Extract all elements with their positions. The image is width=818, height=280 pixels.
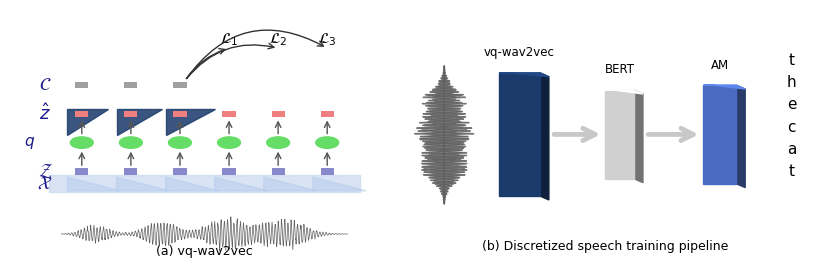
Polygon shape <box>67 177 121 191</box>
Polygon shape <box>214 177 268 191</box>
Text: $\mathcal{Z}$: $\mathcal{Z}$ <box>38 162 52 180</box>
Polygon shape <box>634 90 643 183</box>
FancyBboxPatch shape <box>124 82 137 88</box>
FancyBboxPatch shape <box>173 82 187 88</box>
FancyBboxPatch shape <box>222 168 236 175</box>
FancyBboxPatch shape <box>173 111 187 117</box>
Polygon shape <box>166 109 215 135</box>
FancyBboxPatch shape <box>173 168 187 175</box>
Polygon shape <box>540 73 549 200</box>
Circle shape <box>169 137 191 148</box>
FancyBboxPatch shape <box>124 111 137 117</box>
Polygon shape <box>117 177 170 191</box>
Circle shape <box>316 137 339 148</box>
Polygon shape <box>264 177 317 191</box>
FancyBboxPatch shape <box>321 168 334 175</box>
Circle shape <box>218 137 240 148</box>
Text: AM: AM <box>711 59 729 72</box>
Text: a: a <box>787 142 796 157</box>
Text: c: c <box>787 120 796 134</box>
Text: $\hat{z}$: $\hat{z}$ <box>39 104 51 124</box>
FancyBboxPatch shape <box>321 111 334 117</box>
Text: vq-wav2vec: vq-wav2vec <box>484 46 555 59</box>
Polygon shape <box>736 85 745 188</box>
Circle shape <box>267 137 290 148</box>
Circle shape <box>119 137 142 148</box>
Text: t: t <box>789 53 794 68</box>
Polygon shape <box>499 73 549 77</box>
Text: $\mathcal{L}_1$: $\mathcal{L}_1$ <box>220 32 238 48</box>
FancyBboxPatch shape <box>272 168 285 175</box>
Polygon shape <box>49 176 360 192</box>
Polygon shape <box>166 177 219 191</box>
FancyBboxPatch shape <box>222 111 236 117</box>
Polygon shape <box>499 73 540 196</box>
Text: $q$: $q$ <box>24 135 35 151</box>
Text: $\mathcal{L}_2$: $\mathcal{L}_2$ <box>269 32 287 48</box>
FancyBboxPatch shape <box>75 168 88 175</box>
Text: $\mathcal{C}$: $\mathcal{C}$ <box>38 76 52 94</box>
Polygon shape <box>605 90 643 94</box>
Polygon shape <box>605 90 634 179</box>
Text: h: h <box>787 75 796 90</box>
FancyBboxPatch shape <box>124 168 137 175</box>
FancyBboxPatch shape <box>75 111 88 117</box>
Polygon shape <box>117 109 162 135</box>
FancyBboxPatch shape <box>272 111 285 117</box>
Text: BERT: BERT <box>605 64 635 76</box>
Polygon shape <box>313 177 366 191</box>
Circle shape <box>70 137 93 148</box>
Text: (b) Discretized speech training pipeline: (b) Discretized speech training pipeline <box>482 240 729 253</box>
FancyBboxPatch shape <box>75 82 88 88</box>
Text: t: t <box>789 164 794 179</box>
Polygon shape <box>703 85 745 89</box>
Text: $\mathcal{X}$: $\mathcal{X}$ <box>38 175 52 193</box>
Polygon shape <box>703 85 736 184</box>
Text: $\mathcal{L}_3$: $\mathcal{L}_3$ <box>318 32 336 48</box>
Text: (a) vq-wav2vec: (a) vq-wav2vec <box>156 245 253 258</box>
Text: e: e <box>787 97 796 112</box>
Polygon shape <box>67 109 108 135</box>
